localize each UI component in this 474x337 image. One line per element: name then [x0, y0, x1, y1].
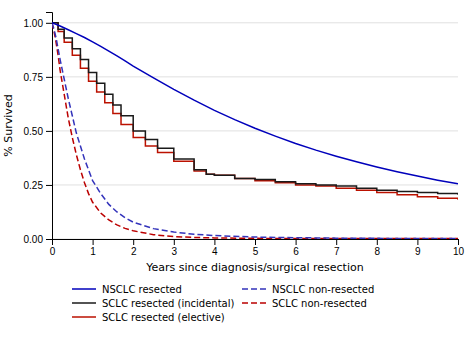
tick: 0 [50, 239, 56, 257]
tick: 0.50 [24, 126, 52, 137]
axis-line [46, 13, 53, 240]
tick-label: 7 [334, 246, 340, 257]
tick: 2 [131, 239, 137, 257]
tick: 10 [453, 239, 465, 257]
legend: NSCLC resected SCLC resected (incidental)… [72, 284, 374, 323]
tick-mark [46, 131, 52, 132]
chart: 0 1 2 3 4 5 6 7 8 9 10 0.00 0.25 0.50 0.75 1.00 Years si… [0, 0, 474, 337]
legend-label: SCLC resected (incidental) [102, 298, 235, 309]
tick: 1.00 [24, 18, 52, 29]
legend-label: NSCLC resected [102, 284, 182, 295]
series-line [52, 23, 458, 184]
tick-mark [46, 239, 52, 240]
legend-swatch [72, 316, 96, 318]
tick: 5 [253, 239, 259, 257]
tick-mark [336, 239, 337, 245]
tick-label: 1.00 [24, 18, 44, 29]
tick-label: 0.75 [24, 72, 44, 83]
y-axis: 0.00 0.25 0.50 0.75 1.00 [24, 13, 53, 245]
tick: 0.75 [24, 72, 52, 83]
tick-label: 0.25 [24, 180, 44, 191]
tick: 3 [172, 239, 178, 257]
tick-mark [46, 185, 52, 186]
legend-swatch [72, 288, 96, 290]
tick-mark [46, 77, 52, 78]
tick-label: 6 [293, 246, 299, 257]
grid-line [52, 22, 458, 23]
tick: 6 [293, 239, 299, 257]
tick-label: 4 [212, 246, 218, 257]
tick: 8 [375, 239, 381, 257]
tick: 0.00 [24, 234, 52, 245]
tick-label: 9 [415, 246, 421, 257]
x-axis-title: Years since diagnosis/surgical resection [145, 261, 363, 274]
series-line [52, 23, 458, 200]
tick-mark [46, 23, 52, 24]
lines [52, 23, 458, 239]
legend-swatch [242, 302, 266, 304]
tick-label: 0 [50, 246, 56, 257]
tick-mark [255, 239, 256, 245]
tick-mark [214, 239, 215, 245]
legend-item: SCLC resected (incidental) [72, 298, 235, 309]
grid [52, 23, 458, 239]
grid-line [52, 76, 458, 77]
axis-line [53, 240, 459, 246]
tick: 7 [334, 239, 340, 257]
tick-label: 0.00 [24, 234, 44, 245]
tick-label: 10 [453, 246, 465, 257]
legend-swatch [72, 302, 96, 304]
legend-label: NSCLC non-resected [272, 284, 374, 295]
tick-mark [133, 239, 134, 245]
plot: 0 1 2 3 4 5 6 7 8 9 10 0.00 0.25 0.50 0.75 1.00 Years si… [2, 13, 464, 275]
legend-item: SCLC non-resected [242, 298, 367, 309]
legend-item: SCLC resected (elective) [72, 312, 225, 323]
x-axis: 0 1 2 3 4 5 6 7 8 9 10 [50, 239, 465, 257]
tick-label: 5 [253, 246, 259, 257]
tick-mark [377, 239, 378, 245]
tick-label: 3 [172, 246, 178, 257]
grid-line [52, 184, 458, 185]
y-axis-title: % Survived [2, 94, 15, 156]
legend-label: SCLC resected (elective) [102, 312, 225, 323]
tick-mark [93, 239, 94, 245]
series-line [52, 23, 458, 239]
series-line [52, 23, 458, 195]
tick-label: 8 [375, 246, 381, 257]
tick-mark [417, 239, 418, 245]
tick-mark [174, 239, 175, 245]
grid-line [52, 130, 458, 131]
legend-item: NSCLC non-resected [242, 284, 374, 295]
tick: 0.25 [24, 180, 52, 191]
tick-mark [296, 239, 297, 245]
legend-label: SCLC non-resected [272, 298, 367, 309]
legend-swatch [242, 288, 266, 290]
tick-mark [458, 239, 459, 245]
legend-item: NSCLC resected [72, 284, 182, 295]
tick-label: 1 [90, 246, 96, 257]
tick: 4 [212, 239, 218, 257]
tick: 1 [90, 239, 96, 257]
tick-label: 0.50 [24, 126, 44, 137]
series-line [52, 23, 458, 239]
tick: 9 [415, 239, 421, 257]
tick-label: 2 [131, 246, 137, 257]
